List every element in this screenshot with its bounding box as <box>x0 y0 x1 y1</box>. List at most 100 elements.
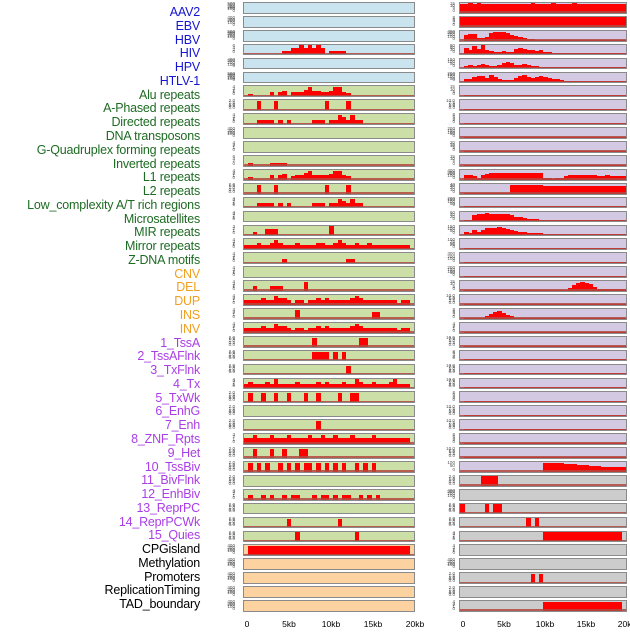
data-bar <box>384 383 389 389</box>
data-bar <box>484 4 490 13</box>
data-bar <box>501 63 507 69</box>
data-bar <box>261 495 266 500</box>
data-bar <box>559 186 565 194</box>
data-bar <box>555 532 560 542</box>
y-tick-label: 1 <box>232 270 235 276</box>
data-bar <box>324 175 330 180</box>
data-bar <box>547 601 552 611</box>
y-tick-label: 2.0 <box>228 334 235 340</box>
baseline <box>460 53 626 55</box>
track-panel-right <box>459 321 627 334</box>
data-bar <box>601 601 606 611</box>
data-bar <box>592 4 598 13</box>
data-bar <box>501 51 507 55</box>
data-bar <box>282 51 287 55</box>
data-bar <box>261 383 266 389</box>
track-panel-right <box>459 586 627 598</box>
data-bar <box>497 227 502 236</box>
data-bar <box>324 462 330 472</box>
data-bar <box>358 495 364 500</box>
data-bar <box>513 78 519 83</box>
data-bar <box>299 448 304 458</box>
data-bar <box>278 298 283 305</box>
data-bar <box>261 545 266 556</box>
data-bar <box>248 462 253 472</box>
y-tick-label: 0.5 <box>228 103 235 109</box>
data-bar <box>468 17 473 27</box>
y-tick-label: 2 <box>232 171 235 177</box>
data-bar <box>312 300 317 305</box>
data-bar <box>509 230 515 236</box>
data-bar <box>316 438 321 444</box>
data-bar <box>484 227 490 236</box>
data-bar <box>518 65 523 69</box>
data-bar <box>543 17 548 27</box>
y-tick-label: 4 <box>452 435 455 441</box>
track-label-l1-repeats: L1 repeats <box>142 170 200 185</box>
data-bar <box>489 17 494 27</box>
data-bar <box>337 328 343 333</box>
y-tick-label: 5 <box>452 88 455 94</box>
track-panel-right <box>459 29 627 42</box>
y-tick-label: 4 <box>232 265 235 271</box>
data-bar <box>480 17 486 27</box>
track-panel-left <box>243 266 415 278</box>
data-bar <box>261 438 266 444</box>
track-panel-right <box>459 572 627 584</box>
data-bar <box>605 185 610 194</box>
data-bar <box>307 462 313 472</box>
data-bar <box>509 173 515 180</box>
y-ticks-right: 200 150 100 50 0 <box>430 266 457 278</box>
y-tick-label: 100 <box>227 604 235 610</box>
data-bar <box>333 242 338 250</box>
data-bar <box>295 438 300 444</box>
y-ticks-right: 15 10 5 0 <box>430 1 457 14</box>
data-bar <box>307 45 313 55</box>
y-tick-label: 400 <box>447 28 455 34</box>
y-tick-label: 400 <box>447 557 455 563</box>
data-bar <box>576 186 581 194</box>
data-bar <box>572 532 577 542</box>
data-bar <box>329 90 334 97</box>
data-bar <box>278 462 283 472</box>
y-tick-label: 0.5 <box>228 353 235 359</box>
data-bar <box>324 298 330 305</box>
data-bar <box>282 383 287 389</box>
data-bar <box>530 184 536 194</box>
data-bar <box>530 573 536 583</box>
y-tick-label: 200 <box>227 574 235 580</box>
y-tick-label: 50 <box>449 270 455 276</box>
data-bar <box>295 462 300 472</box>
data-bar <box>518 17 523 27</box>
y-tick-label: 3 <box>232 432 235 438</box>
x-tick-label: 15kb <box>363 619 383 629</box>
data-bar <box>501 228 507 236</box>
y-tick-label: 150 <box>447 223 455 229</box>
data-bar <box>460 17 465 27</box>
y-tick-label: 2 <box>232 296 235 302</box>
data-bar <box>290 546 296 556</box>
x-axis-left: 0 5kb 10kb 15kb 20kb <box>243 616 425 636</box>
y-tick-label: 1 <box>452 534 455 540</box>
data-bar <box>261 119 266 124</box>
data-bar <box>363 438 368 444</box>
y-tick-label: 400 <box>227 126 235 132</box>
y-tick-label: 500 <box>227 70 235 76</box>
y-tick-label: 0 <box>452 160 455 166</box>
data-bar <box>588 4 594 13</box>
track-panel-right <box>459 405 627 418</box>
baseline <box>460 94 626 97</box>
y-tick-label: 2.0 <box>448 501 455 507</box>
data-bar <box>588 283 594 291</box>
data-bar <box>341 51 347 55</box>
track-label-6-enhg: 6_EnhG <box>155 404 200 419</box>
data-bar <box>484 504 490 514</box>
data-bar <box>513 4 519 13</box>
data-bar <box>534 4 540 13</box>
y-tick-label: 1.0 <box>228 101 235 107</box>
y-tick-label: 1.5 <box>228 100 235 106</box>
data-bar <box>497 79 502 83</box>
